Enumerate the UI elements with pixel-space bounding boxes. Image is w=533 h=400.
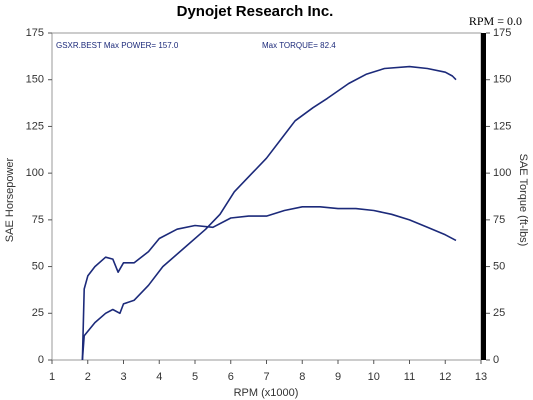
x-tick-label: 9 <box>335 371 341 383</box>
y-tick-label: 75 <box>32 214 44 226</box>
chart-title: Dynojet Research Inc. <box>177 3 334 20</box>
y-tick-label: 175 <box>26 27 44 39</box>
y2-tick-label: 150 <box>493 74 511 86</box>
x-tick-label: 4 <box>156 371 162 383</box>
y2-tick-label: 75 <box>493 214 505 226</box>
x-tick-label: 11 <box>404 371 415 383</box>
y-tick-label: 0 <box>38 354 44 366</box>
y-tick-label: 100 <box>26 167 44 179</box>
annotation: Max TORQUE= 82.4 <box>262 41 336 50</box>
x-tick-label: 10 <box>368 371 380 383</box>
right-bar <box>481 33 486 360</box>
x-tick-label: 1 <box>49 371 55 383</box>
series-line <box>81 206 457 361</box>
x-tick-label: 7 <box>263 371 269 383</box>
y2-tick-label: 100 <box>493 167 511 179</box>
y2-tick-label: 0 <box>493 354 499 366</box>
y2-tick-label: 50 <box>493 260 505 272</box>
series-line <box>81 65 457 361</box>
y2-tick-label: 25 <box>493 307 505 319</box>
y2-tick-label: 125 <box>493 120 511 132</box>
y-tick-label: 50 <box>32 260 44 272</box>
y2-tick-label: 175 <box>493 27 511 39</box>
x-tick-label: 13 <box>475 371 487 383</box>
x-tick-label: 12 <box>439 371 451 383</box>
y2-axis-label: SAE Torque (ft-lbs) <box>517 154 529 247</box>
y-tick-label: 25 <box>32 307 44 319</box>
rpm-readout: RPM = 0.0 <box>469 14 522 28</box>
y-axis-label: SAE Horsepower <box>4 157 16 242</box>
y-tick-label: 125 <box>26 120 44 132</box>
x-tick-label: 3 <box>120 371 126 383</box>
x-tick-label: 2 <box>85 371 91 383</box>
x-tick-label: 5 <box>192 371 198 383</box>
y-tick-label: 150 <box>26 74 44 86</box>
x-axis-label: RPM (x1000) <box>234 387 299 399</box>
annotation: GSXR.BEST Max POWER= 157.0 <box>56 41 179 50</box>
x-tick-label: 6 <box>228 371 234 383</box>
x-tick-label: 8 <box>299 371 305 383</box>
